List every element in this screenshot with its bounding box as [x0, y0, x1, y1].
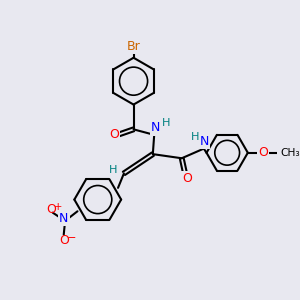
Text: O: O: [258, 146, 268, 159]
Text: H: H: [191, 132, 200, 142]
Text: N: N: [200, 135, 209, 148]
Text: O: O: [59, 234, 69, 247]
Text: H: H: [162, 118, 171, 128]
Text: O: O: [109, 128, 119, 141]
Text: N: N: [59, 212, 68, 225]
Text: N: N: [151, 122, 160, 134]
Text: H: H: [109, 165, 118, 175]
Text: Br: Br: [127, 40, 140, 53]
Text: CH₃: CH₃: [280, 148, 300, 158]
Text: +: +: [54, 202, 62, 212]
Text: −: −: [67, 233, 76, 243]
Text: O: O: [182, 172, 192, 185]
Text: O: O: [46, 203, 56, 216]
